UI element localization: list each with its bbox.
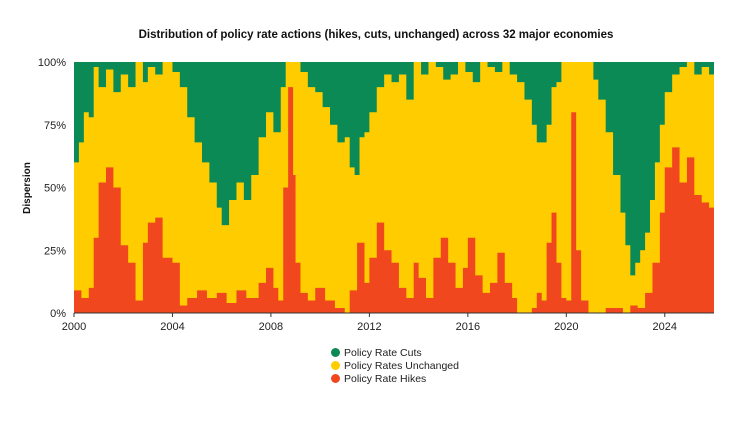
x-tick-label: 2024 xyxy=(653,321,677,333)
x-ticks: 2000 2004 2008 2012 2016 2020 2024 xyxy=(62,313,677,333)
y-tick-label: 0% xyxy=(50,308,66,320)
x-tick-label: 2020 xyxy=(554,321,578,333)
x-tick-label: 2016 xyxy=(456,321,480,333)
x-tick-label: 2008 xyxy=(259,321,283,333)
y-ticks: 0% 25% 50% 75% 100% xyxy=(38,57,66,320)
legend-swatch xyxy=(331,348,340,357)
plot-areas xyxy=(74,62,714,313)
legend-label: Policy Rate Cuts xyxy=(344,346,422,359)
legend-item: Policy Rate Cuts xyxy=(331,346,459,359)
legend-swatch xyxy=(331,361,340,370)
y-tick-label: 50% xyxy=(44,183,66,195)
y-tick-label: 25% xyxy=(44,245,66,257)
y-axis-title: Dispersion xyxy=(22,162,33,214)
x-tick-label: 2000 xyxy=(62,321,86,333)
area-policy-rate-hikes xyxy=(74,87,714,313)
y-tick-label: 75% xyxy=(44,120,66,132)
x-tick-label: 2012 xyxy=(357,321,381,333)
chart-title: Distribution of policy rate actions (hik… xyxy=(138,29,614,41)
legend-swatch xyxy=(331,374,340,383)
legend-item: Policy Rate Hikes xyxy=(331,372,459,385)
legend-item: Policy Rates Unchanged xyxy=(331,359,459,372)
x-tick-label: 2004 xyxy=(160,321,184,333)
y-tick-label: 100% xyxy=(38,57,66,69)
legend-label: Policy Rate Hikes xyxy=(344,372,427,385)
legend-label: Policy Rates Unchanged xyxy=(344,359,459,372)
legend: Policy Rate Cuts Policy Rates Unchanged Po… xyxy=(331,346,459,385)
